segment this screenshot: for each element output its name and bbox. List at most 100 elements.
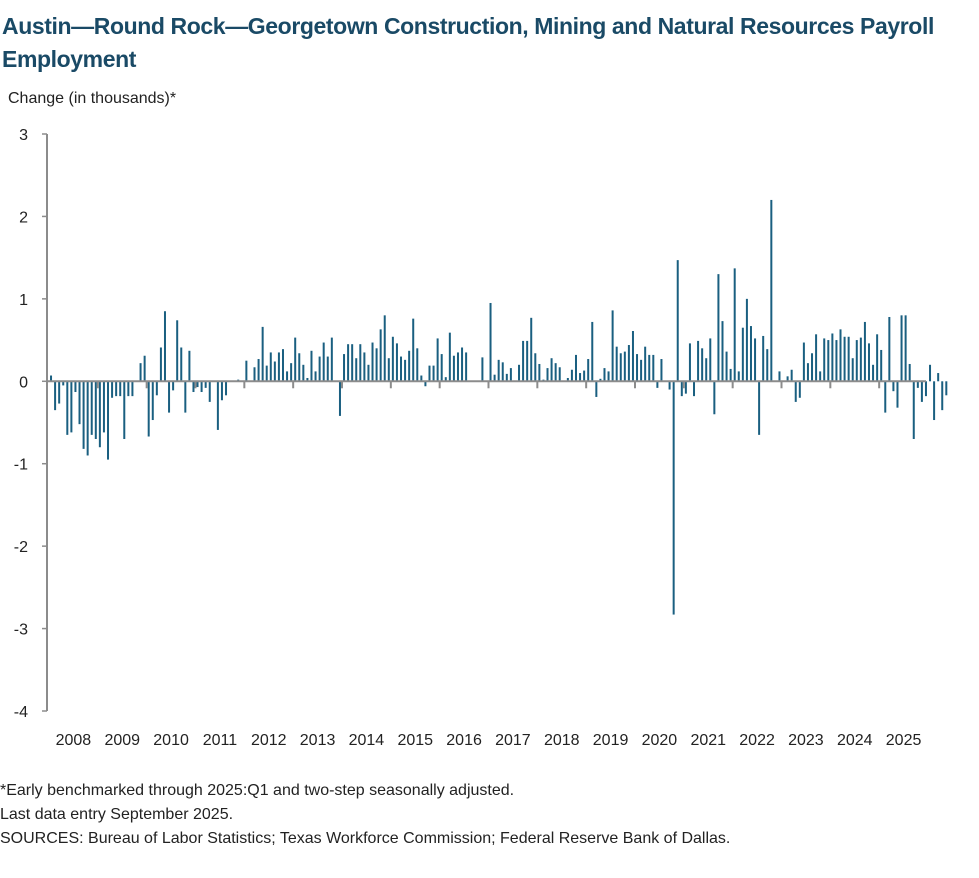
bar	[424, 381, 427, 387]
bar	[465, 352, 468, 382]
bar	[587, 359, 590, 382]
bar	[749, 326, 752, 382]
bar	[257, 359, 260, 382]
bar	[522, 340, 525, 382]
bar	[530, 317, 533, 382]
bar	[139, 363, 142, 382]
bar	[412, 318, 415, 382]
bar	[359, 344, 362, 382]
bar	[196, 381, 199, 388]
bar	[78, 381, 81, 425]
bar	[912, 381, 915, 439]
bar	[607, 371, 610, 382]
x-tick-label: 2013	[300, 732, 336, 749]
bar	[660, 359, 663, 382]
bar	[286, 371, 289, 382]
bar	[456, 352, 459, 382]
bar	[640, 359, 643, 382]
bar	[880, 349, 883, 382]
bar	[709, 338, 712, 382]
x-tick-label: 2010	[153, 732, 189, 749]
footnote-benchmark: *Early benchmarked through 2025:Q1 and t…	[0, 782, 515, 799]
x-tick-label: 2022	[739, 732, 775, 749]
bar	[892, 381, 895, 392]
bar	[107, 381, 110, 460]
bar	[729, 368, 732, 382]
bar	[245, 360, 248, 382]
bar	[595, 381, 598, 397]
bar	[371, 342, 374, 382]
bar	[489, 302, 492, 382]
bar	[819, 371, 822, 382]
bar	[306, 377, 309, 382]
bar	[115, 381, 118, 397]
bar	[448, 332, 451, 382]
bar	[534, 353, 537, 382]
x-tick-label: 2015	[397, 732, 433, 749]
bar	[363, 352, 366, 382]
x-tick-label: 2011	[203, 732, 238, 749]
bar	[904, 315, 907, 382]
y-tick-label: -1	[14, 457, 28, 474]
bar	[355, 358, 358, 382]
bar	[265, 365, 268, 382]
axes-group: 3 2 1 0 -1 -2 -3 -4 2008 2009 2010 2011 2012 2013 2014…	[14, 127, 926, 749]
x-tick-label: 2021	[690, 732, 726, 749]
bar	[644, 346, 647, 382]
bar	[290, 363, 293, 382]
bar	[168, 381, 171, 413]
bar	[888, 316, 891, 382]
bar	[900, 315, 903, 382]
bar	[98, 381, 101, 448]
x-tick-label: 2014	[349, 732, 385, 749]
bar	[119, 381, 122, 397]
bar	[623, 351, 626, 382]
bar	[188, 350, 191, 382]
bar	[367, 364, 370, 382]
bar	[379, 329, 382, 382]
bar	[579, 373, 582, 382]
footnote-last-entry: Last data entry September 2025.	[0, 806, 234, 823]
bar	[794, 381, 797, 402]
bar	[298, 353, 301, 382]
bar	[583, 370, 586, 382]
bar	[636, 354, 639, 382]
bar	[574, 354, 577, 382]
bar	[835, 340, 838, 382]
bar	[452, 355, 455, 382]
bar	[762, 335, 765, 382]
bar	[159, 347, 162, 382]
bar	[843, 336, 846, 382]
bar	[204, 381, 207, 388]
bar	[90, 381, 93, 435]
bar	[127, 381, 130, 397]
bar	[802, 342, 805, 382]
bar	[627, 345, 630, 382]
bar	[518, 364, 521, 382]
bar	[82, 381, 85, 449]
bar	[697, 340, 700, 382]
bar	[497, 359, 500, 382]
bar	[908, 363, 911, 382]
bar	[745, 298, 748, 382]
bar	[526, 340, 529, 382]
bar	[131, 381, 134, 397]
x-tick-label: 2009	[104, 732, 140, 749]
bar	[444, 377, 447, 382]
bar	[758, 381, 761, 435]
bar	[770, 199, 773, 382]
bar	[676, 260, 679, 382]
bar	[652, 354, 655, 382]
bar	[404, 359, 407, 382]
bar	[395, 343, 398, 382]
bar	[851, 358, 854, 382]
x-tick-label: 2016	[446, 732, 482, 749]
bar	[505, 373, 508, 382]
bar	[599, 378, 602, 382]
bar	[668, 381, 671, 390]
x-tick-label: 2018	[544, 732, 580, 749]
bar	[302, 364, 305, 382]
bar	[672, 381, 675, 615]
bar-chart: 3 2 1 0 -1 -2 -3 -4 2008 2009 2010 2011 2012 2013 2014…	[14, 127, 948, 749]
bar	[823, 338, 826, 382]
